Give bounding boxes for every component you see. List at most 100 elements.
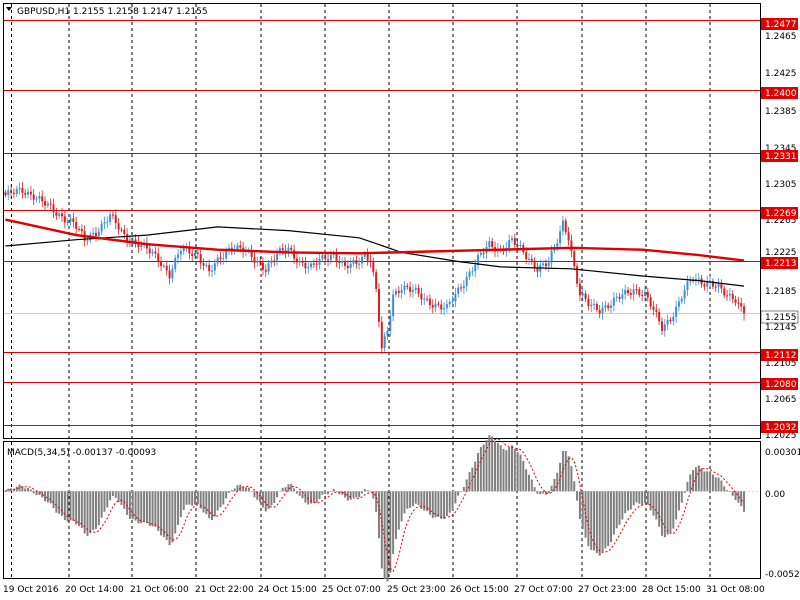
macd-histogram-bar xyxy=(38,491,41,495)
price-panel-frame xyxy=(3,3,761,439)
candle-body xyxy=(32,194,35,200)
macd-histogram-bar xyxy=(63,491,66,521)
macd-histogram-bar xyxy=(689,474,692,492)
macd-histogram-bar xyxy=(420,491,423,509)
macd-histogram-bar xyxy=(598,491,601,556)
macd-histogram-bar xyxy=(140,491,143,524)
chart-header: GBPUSD,H1 1.2155 1.2158 1.2147 1.2155 xyxy=(17,7,208,17)
candle-body xyxy=(117,223,120,230)
macd-histogram-bar xyxy=(465,479,468,492)
macd-histogram-bar xyxy=(259,491,262,503)
moving-average-red xyxy=(5,218,745,262)
candle-body xyxy=(567,232,570,241)
level-label-box xyxy=(761,150,798,162)
candle-body xyxy=(18,187,21,189)
candle-body xyxy=(21,187,24,193)
macd-histogram-bar xyxy=(92,491,95,531)
macd-panel-frame xyxy=(3,441,761,579)
candle-body xyxy=(607,305,610,309)
macd-histogram-bar xyxy=(4,491,7,492)
macd-histogram-bar xyxy=(109,491,112,501)
macd-histogram-bar xyxy=(208,491,211,519)
macd-histogram-bar xyxy=(307,491,310,505)
candle-body xyxy=(720,284,723,289)
macd-histogram-bar xyxy=(344,491,347,498)
macd-histogram-bar xyxy=(29,489,32,492)
moving-averages xyxy=(5,218,745,287)
macd-histogram-bar xyxy=(154,491,157,527)
candle-body xyxy=(165,265,168,271)
macd-histogram-bar xyxy=(383,491,386,580)
candle-body xyxy=(403,285,406,290)
candle-body xyxy=(111,214,114,216)
candle-body xyxy=(584,293,587,299)
macd-histogram-bar xyxy=(301,491,304,499)
macd-histogram-bar xyxy=(694,467,697,492)
macd-histogram-bar xyxy=(731,491,734,496)
macd-histogram-bar xyxy=(740,491,743,507)
macd-histogram-bar xyxy=(211,491,214,521)
macd-histogram-bar xyxy=(530,479,533,492)
price-axis-label: 1.2385 xyxy=(765,107,797,117)
candle-body xyxy=(295,258,298,263)
level-label: 1.2400 xyxy=(765,89,797,99)
candle-body xyxy=(590,304,593,307)
candle-body xyxy=(222,258,225,260)
level-label-box xyxy=(761,349,798,361)
macd-histogram-bar xyxy=(137,491,140,524)
candle-body xyxy=(126,234,129,242)
macd-histogram-bar xyxy=(658,491,661,527)
candle-body xyxy=(680,298,683,302)
candle-body xyxy=(321,255,324,260)
macd-histogram-bar xyxy=(632,491,635,506)
macd-histogram-bar xyxy=(460,491,463,492)
triangle-down-icon[interactable] xyxy=(6,7,12,11)
macd-histogram-bar xyxy=(273,491,276,503)
candle-body xyxy=(434,303,437,308)
candle-body xyxy=(717,284,720,288)
macd-histogram-bar xyxy=(312,491,315,503)
macd-histogram-bar xyxy=(352,491,355,498)
candle-body xyxy=(304,262,307,269)
macd-histogram-bar xyxy=(488,435,491,492)
macd-histogram-bar xyxy=(77,491,80,527)
moving-average-black xyxy=(5,226,745,287)
macd-histogram-bar xyxy=(561,451,564,492)
macd-histogram-bar xyxy=(618,491,621,525)
candle-body xyxy=(360,256,363,264)
candle-body xyxy=(160,261,163,267)
candle-body xyxy=(12,192,15,194)
candle-body xyxy=(454,293,457,302)
candle-body xyxy=(131,239,134,243)
candle-body xyxy=(35,198,38,200)
macd-histogram-bar xyxy=(544,491,547,495)
candle-body xyxy=(349,263,352,269)
macd-histogram-bar xyxy=(94,491,97,529)
macd-histogram-bar xyxy=(516,452,519,492)
macd-histogram-bar xyxy=(584,491,587,538)
macd-histogram-bar xyxy=(225,491,228,499)
macd-histogram-bar xyxy=(117,491,120,503)
macd-histogram-bar xyxy=(205,491,208,515)
level-label: 1.2331 xyxy=(765,152,797,162)
macd-histogram-bar xyxy=(601,491,604,553)
macd-histogram-bar xyxy=(462,486,465,492)
price-axis-label: 1.2225 xyxy=(765,248,797,258)
candle-body xyxy=(627,290,630,294)
macd-histogram-bar xyxy=(168,491,171,546)
macd-histogram-bar xyxy=(160,491,163,536)
time-axis-label: 27 Oct 07:00 xyxy=(514,585,573,595)
current-price-label: 1.2155 xyxy=(765,313,797,323)
candle-body xyxy=(573,251,576,267)
macd-histogram-bar xyxy=(443,491,446,519)
macd-histogram-bar xyxy=(32,491,35,494)
macd-histogram-bar xyxy=(669,491,672,533)
candle-body xyxy=(544,263,547,267)
macd-histogram-bar xyxy=(202,491,205,513)
candle-body xyxy=(618,296,621,299)
macd-histogram-bar xyxy=(440,491,443,519)
macd-histogram-bar xyxy=(513,448,516,492)
candle-body xyxy=(151,251,154,254)
candle-body xyxy=(576,266,579,284)
time-axis-label: 26 Oct 15:00 xyxy=(450,585,509,595)
